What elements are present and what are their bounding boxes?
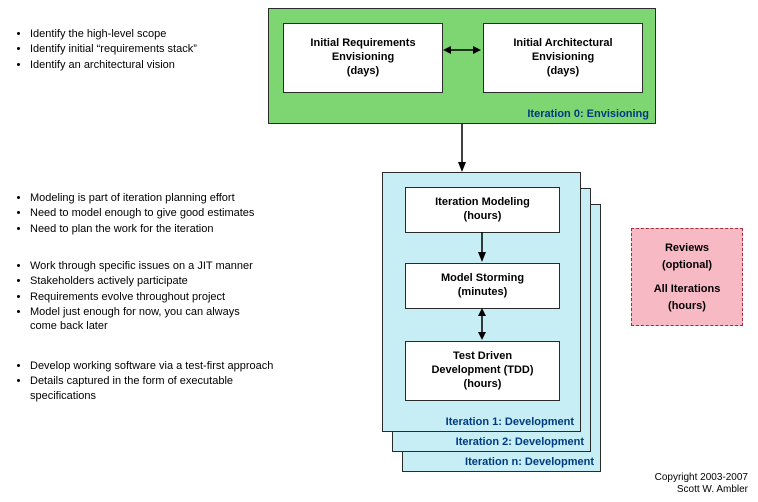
reviews-line: Reviews — [665, 240, 709, 257]
iteration-1-panel: Iteration Modeling (hours) Model Stormin… — [382, 172, 581, 432]
bullet-item: Need to plan the work for the iteration — [30, 222, 260, 236]
envisioning-panel: Initial Requirements Envisioning (days) … — [268, 8, 656, 124]
initial-requirements-box: Initial Requirements Envisioning (days) — [283, 23, 443, 93]
box-line: Iteration Modeling — [435, 196, 530, 210]
iteration-n-label: Iteration n: Development — [465, 456, 594, 468]
copyright-line: Scott W. Ambler — [655, 484, 748, 496]
model-storming-box: Model Storming (minutes) — [405, 263, 560, 309]
bullet-item: Work through specific issues on a JIT ma… — [30, 259, 260, 273]
iteration-modeling-box: Iteration Modeling (hours) — [405, 187, 560, 233]
bullet-item: Requirements evolve throughout project — [30, 290, 260, 304]
box-line: (days) — [547, 65, 579, 79]
bullet-item: Identify initial “requirements stack” — [30, 42, 260, 56]
copyright: Copyright 2003-2007 Scott W. Ambler — [655, 472, 748, 496]
tdd-box: Test Driven Development (TDD) (hours) — [405, 341, 560, 401]
bullet-item: Modeling is part of iteration planning e… — [30, 191, 260, 205]
box-line: Model Storming — [441, 272, 524, 286]
box-line: Development (TDD) — [431, 364, 533, 378]
bullet-item: Model just enough for now, you can alway… — [30, 305, 260, 334]
box-line: (hours) — [464, 210, 502, 224]
reviews-box: Reviews (optional) All Iterations (hours… — [631, 228, 743, 326]
box-line: Test Driven — [453, 350, 512, 364]
box-line: (minutes) — [458, 286, 508, 300]
bidir-vert-arrow-icon — [476, 308, 488, 340]
bullet-item: Develop working software via a test-firs… — [30, 359, 287, 373]
box-line: Initial Architectural — [513, 37, 612, 51]
bullet-item: Identify an architectural vision — [30, 58, 260, 72]
bidir-arrow-icon — [443, 44, 481, 56]
iteration-1-label: Iteration 1: Development — [446, 416, 574, 428]
reviews-line: (optional) — [662, 257, 712, 274]
copyright-line: Copyright 2003-2007 — [655, 472, 748, 484]
bullet-item: Stakeholders actively participate — [30, 274, 260, 288]
box-line: Envisioning — [332, 51, 394, 65]
bullet-group-1: Identify the high-level scope Identify i… — [12, 26, 260, 73]
down-arrow-icon — [476, 232, 488, 262]
reviews-line: (hours) — [668, 298, 706, 315]
box-line: Initial Requirements — [310, 37, 415, 51]
box-line: (days) — [347, 65, 379, 79]
bullet-group-3: Work through specific issues on a JIT ma… — [12, 258, 260, 334]
box-line: (hours) — [464, 378, 502, 392]
bullet-item: Details captured in the form of executab… — [30, 374, 287, 403]
down-arrow-icon — [456, 124, 468, 172]
bullet-group-4: Develop working software via a test-firs… — [12, 358, 287, 404]
bullet-item: Need to model enough to give good estima… — [30, 206, 260, 220]
bullet-item: Identify the high-level scope — [30, 27, 260, 41]
box-line: Envisioning — [532, 51, 594, 65]
initial-architectural-box: Initial Architectural Envisioning (days) — [483, 23, 643, 93]
reviews-line: All Iterations — [654, 281, 721, 298]
bullet-group-2: Modeling is part of iteration planning e… — [12, 190, 260, 237]
iteration-2-label: Iteration 2: Development — [456, 436, 584, 448]
envisioning-label: Iteration 0: Envisioning — [527, 108, 649, 120]
